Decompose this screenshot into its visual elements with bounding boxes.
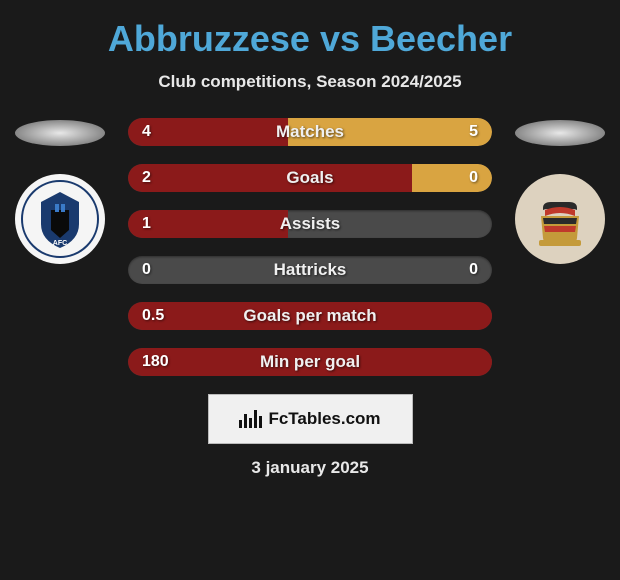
left-team-column: AFC — [0, 112, 120, 264]
subtitle: Club competitions, Season 2024/2025 — [158, 72, 461, 92]
right-team-column — [500, 112, 620, 264]
stat-label: Min per goal — [128, 348, 492, 376]
platform-right — [515, 120, 605, 146]
stat-label: Matches — [128, 118, 492, 146]
crest-left: AFC — [15, 174, 105, 264]
stat-left-value: 180 — [142, 348, 169, 376]
stat-row: Matches4 5 — [128, 118, 492, 146]
stat-row: Goals per match0.5 — [128, 302, 492, 330]
crest-icon — [521, 180, 599, 258]
stat-left-value: 2 — [142, 164, 151, 192]
stat-left-value: 0.5 — [142, 302, 164, 330]
stat-row: Min per goal180 — [128, 348, 492, 376]
footer-date: 3 january 2025 — [251, 458, 368, 478]
stat-label: Goals per match — [128, 302, 492, 330]
stat-row: Hattricks0 0 — [128, 256, 492, 284]
stat-left-value: 0 — [142, 256, 151, 284]
stat-right-value: 5 — [469, 118, 478, 146]
content-row: AFC Matches45Goals20Assists1Hattricks00G… — [0, 112, 620, 376]
stat-right-value: 0 — [469, 256, 478, 284]
stat-bars: Matches45Goals20Assists1Hattricks00Goals… — [120, 112, 500, 376]
stat-label: Goals — [128, 164, 492, 192]
crest-right — [515, 174, 605, 264]
comparison-infographic: Abbruzzese vs Beecher Club competitions,… — [0, 0, 620, 580]
stat-label: Assists — [128, 210, 492, 238]
platform-left — [15, 120, 105, 146]
footer-brand-box: FcTables.com — [208, 394, 413, 444]
stat-right-value: 0 — [469, 164, 478, 192]
svg-text:AFC: AFC — [53, 240, 67, 247]
shield-icon: AFC — [21, 180, 99, 258]
footer-brand-text: FcTables.com — [268, 409, 380, 429]
stat-row: Assists1 — [128, 210, 492, 238]
page-title: Abbruzzese vs Beecher — [108, 18, 512, 60]
stat-left-value: 1 — [142, 210, 151, 238]
stat-row: Goals2 0 — [128, 164, 492, 192]
bar-chart-icon — [239, 410, 262, 428]
stat-label: Hattricks — [128, 256, 492, 284]
stat-left-value: 4 — [142, 118, 151, 146]
